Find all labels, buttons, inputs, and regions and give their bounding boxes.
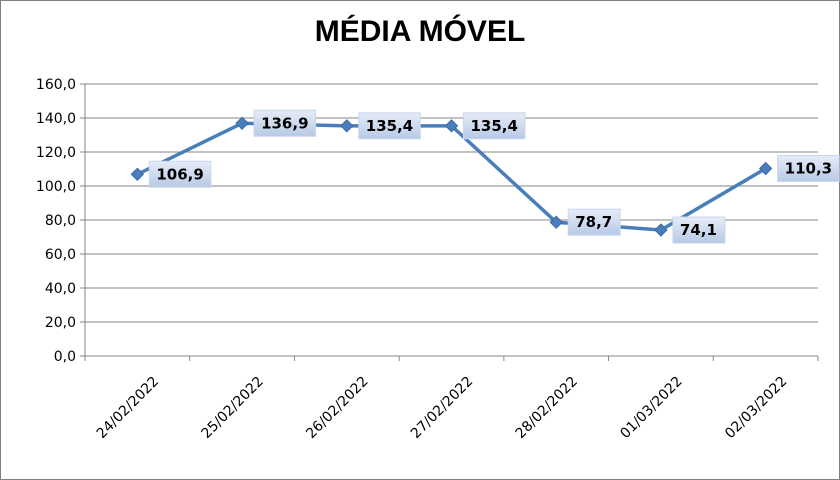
chart-title: MÉDIA MÓVEL (314, 15, 526, 48)
series-line (136, 121, 767, 232)
data-label: 136,9 (261, 114, 308, 132)
y-tick-label: 60,0 (45, 247, 76, 263)
x-tick-label: 25/02/2022 (199, 374, 267, 442)
data-point-marker (235, 116, 249, 130)
data-label: 78,7 (575, 213, 612, 231)
y-tick-label: 40,0 (45, 281, 76, 297)
y-tick-label: 120,0 (36, 145, 76, 161)
data-point-marker (444, 119, 459, 133)
y-tick-label: 20,0 (45, 315, 76, 331)
data-point-marker (340, 119, 354, 133)
y-tick-label: 160,0 (36, 77, 76, 93)
data-label-box (672, 216, 726, 244)
x-tick-label: 01/03/2022 (617, 374, 685, 442)
data-label: 135,4 (471, 117, 518, 135)
data-label: 110,3 (785, 159, 832, 177)
data-label-box (567, 208, 621, 236)
data-label-box (148, 160, 212, 188)
data-label: 135,4 (366, 117, 413, 135)
y-tick-label: 100,0 (36, 179, 76, 195)
x-tick-label: 28/02/2022 (513, 374, 581, 442)
data-label-box (463, 112, 526, 140)
x-tick-label: 26/02/2022 (303, 374, 371, 442)
data-point-marker (654, 223, 668, 237)
x-tick-label: 27/02/2022 (408, 374, 476, 442)
x-tick-label: 02/03/2022 (722, 374, 790, 442)
y-tick-label: 140,0 (36, 111, 76, 127)
x-tick-label: 24/02/2022 (94, 374, 162, 442)
data-point-marker (758, 161, 773, 176)
data-label: 74,1 (680, 221, 717, 239)
data-label-box (358, 112, 421, 140)
data-point-marker (549, 215, 563, 229)
data-label-box (253, 109, 317, 137)
data-label: 106,9 (156, 165, 203, 183)
y-tick-label: 80,0 (45, 213, 76, 229)
y-tick-label: 0,0 (54, 349, 76, 365)
data-point-marker (130, 167, 145, 181)
data-label-box (777, 154, 840, 182)
